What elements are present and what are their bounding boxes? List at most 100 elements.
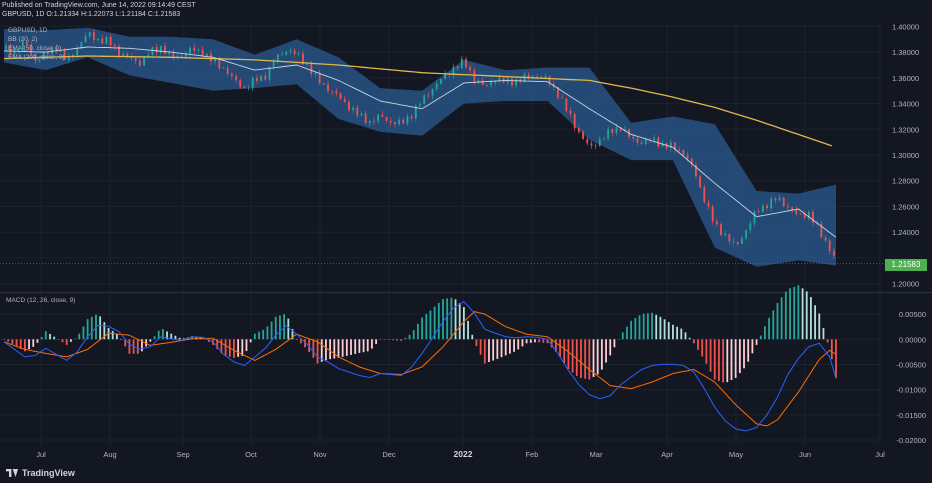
candle-body [222, 67, 225, 69]
histogram-bar [224, 339, 227, 356]
candle-body [561, 97, 564, 99]
histogram-bar [28, 339, 30, 350]
macd-tick-label: 0.00500 [899, 310, 926, 319]
candle-body [21, 41, 24, 51]
histogram-bar [546, 339, 549, 344]
ohlc-values: O:1.21334 H:1.22073 L:1.21184 C:1.21583 [46, 11, 181, 18]
candle-body [343, 98, 346, 102]
candle-body [523, 74, 526, 82]
histogram-bar [312, 339, 315, 358]
tradingview-icon [6, 469, 18, 477]
time-tick-label: Dec [382, 450, 396, 459]
histogram-bar [755, 339, 758, 345]
histogram-bar [53, 336, 56, 340]
macd-histogram [3, 285, 837, 383]
histogram-bar [375, 339, 378, 344]
histogram-bar [24, 339, 26, 352]
histogram-bar [805, 291, 808, 340]
histogram-bar [396, 339, 398, 341]
candle-body [807, 211, 810, 218]
candle-body [310, 63, 313, 75]
candle-body [511, 78, 513, 86]
legend-ema50[interactable]: EMA (50, close, 0) [8, 45, 62, 52]
candle-body [577, 128, 580, 132]
histogram-bar [588, 339, 591, 380]
price-tick-label: 1.38000 [892, 48, 919, 57]
histogram-bar [513, 339, 515, 352]
histogram-bar [262, 329, 265, 340]
candle-body [481, 80, 484, 86]
histogram-bar [672, 324, 674, 340]
candle-body [665, 143, 668, 149]
candle-body [230, 73, 233, 77]
candle-body [402, 119, 405, 124]
tradingview-logo[interactable]: TradingView [6, 468, 75, 478]
candle-body [791, 207, 794, 210]
histogram-bar [621, 332, 624, 340]
candle-body [615, 127, 618, 133]
candle-body [80, 42, 83, 49]
price-axis[interactable]: 1.40000 1.38000 1.36000 1.34000 1.32000 1.300… [892, 22, 919, 288]
histogram-bar [818, 313, 821, 340]
macd-axis[interactable]: 0.00500 0.00000 -0.00500 -0.01000 -0.01500 -0… [896, 310, 926, 445]
candle-body [122, 53, 125, 56]
histogram-bar [722, 339, 725, 383]
candle-body [795, 209, 798, 214]
candle-body [205, 53, 208, 57]
histogram-bar [575, 339, 578, 376]
price-tick-label: 1.34000 [892, 100, 919, 109]
histogram-bar [563, 339, 566, 363]
candle-body [640, 142, 643, 145]
candle-body [787, 206, 789, 208]
histogram-bar [270, 321, 273, 340]
legend-symbol[interactable]: GBPUSD, 1D [8, 27, 48, 34]
legend-bb[interactable]: BB (20, 2) [8, 36, 38, 43]
histogram-bar [141, 339, 143, 352]
histogram-bar [701, 339, 704, 357]
candle-body [406, 116, 409, 124]
candle-body [76, 48, 79, 56]
histogram-bar [49, 333, 51, 340]
candle-body [168, 51, 171, 54]
candle-body [753, 211, 756, 224]
histogram-bar [429, 310, 432, 340]
macd-tick-label: -0.00500 [896, 360, 926, 369]
histogram-bar [705, 339, 708, 364]
histogram-bar [174, 335, 177, 340]
histogram-bar [479, 339, 482, 355]
histogram-bar [508, 339, 511, 354]
time-tick-label: Apr [661, 450, 673, 459]
histogram-bar [667, 322, 670, 340]
candle-body [302, 53, 304, 65]
candle-body [5, 45, 7, 50]
price-tick-label: 1.32000 [892, 125, 919, 134]
macd-line [3, 300, 837, 432]
histogram-bar [287, 318, 290, 340]
candle-body [151, 47, 154, 56]
histogram-bar [580, 339, 582, 378]
candle-body [164, 46, 166, 54]
candle-body [782, 197, 785, 207]
histogram-bar [44, 331, 47, 340]
histogram-bar [157, 330, 160, 340]
histogram-bar [709, 339, 712, 372]
histogram-bar [826, 339, 829, 343]
legend-macd[interactable]: MACD (12, 26, close, 9) [6, 297, 76, 304]
histogram-bar [688, 337, 691, 340]
legend-ema200[interactable]: EMA (200, close, 0) [8, 54, 65, 61]
candle-body [619, 127, 622, 131]
candle-body [147, 55, 150, 57]
time-tick-label: Nov [313, 450, 327, 459]
histogram-bar [743, 339, 745, 369]
histogram-bar [216, 339, 219, 350]
histogram-bar [279, 315, 281, 340]
time-axis[interactable]: Jul Aug Sep Oct Nov Dec 2022 Feb Mar Apr May Jun Jul [36, 449, 885, 459]
histogram-bar [417, 323, 419, 340]
candle-body [126, 53, 129, 57]
candle-body [736, 241, 739, 244]
candle-body [348, 101, 350, 111]
candle-body [272, 61, 275, 67]
candle-body [490, 82, 492, 86]
histogram-bar [408, 334, 411, 340]
